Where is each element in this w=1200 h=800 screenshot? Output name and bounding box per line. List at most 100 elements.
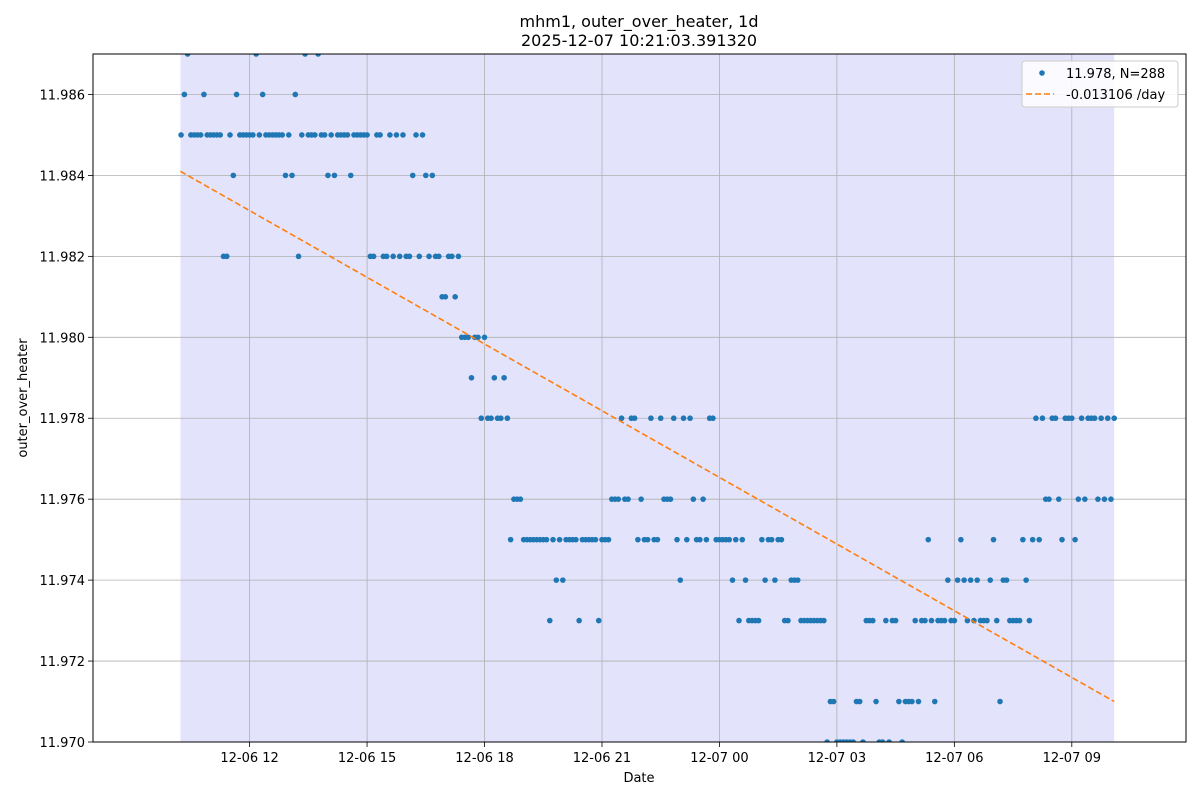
data-point (1055, 496, 1062, 502)
data-point (426, 253, 432, 260)
data-point (455, 253, 462, 260)
data-point (785, 617, 791, 624)
data-point (1039, 415, 1046, 422)
y-tick-label: 11.978 (40, 412, 86, 427)
data-point (1052, 415, 1059, 422)
data-point (703, 536, 710, 543)
data-point (1023, 577, 1029, 583)
data-point (592, 536, 599, 543)
y-tick-label: 11.986 (40, 88, 86, 103)
data-point (739, 536, 746, 543)
data-point (573, 536, 579, 543)
x-tick-label: 12-06 21 (573, 751, 631, 766)
data-point (1003, 577, 1010, 583)
data-point (729, 577, 736, 583)
data-point (517, 496, 524, 502)
data-point (491, 374, 498, 381)
data-point (1020, 536, 1026, 543)
data-point (292, 91, 299, 98)
y-tick-label: 11.984 (40, 169, 86, 184)
data-point (1095, 496, 1101, 502)
data-point (856, 698, 863, 705)
data-point (648, 415, 654, 422)
data-point (1091, 415, 1098, 422)
data-point (928, 617, 935, 624)
data-point (295, 253, 302, 260)
data-point (879, 739, 886, 742)
data-point (657, 415, 664, 422)
data-point (1033, 415, 1039, 422)
data-point (883, 617, 889, 624)
data-point (700, 496, 706, 502)
data-point (732, 536, 739, 543)
data-point (250, 132, 256, 138)
data-point (945, 577, 951, 583)
data-point (325, 172, 331, 179)
data-point (644, 536, 651, 543)
data-point (830, 698, 837, 705)
data-point (478, 415, 485, 422)
legend: 11.978, N=288 -0.013106 /day (1021, 60, 1179, 108)
data-point (869, 617, 876, 624)
data-point (253, 54, 259, 57)
data-point (377, 132, 383, 138)
x-axis-label: Date (623, 771, 654, 786)
data-point (181, 91, 188, 98)
data-point (625, 496, 631, 502)
data-point (546, 617, 553, 624)
data-point (690, 496, 697, 502)
data-point (285, 132, 292, 138)
data-point (886, 739, 892, 742)
data-point (638, 496, 644, 502)
data-point (954, 577, 961, 583)
data-point (772, 577, 778, 583)
data-point (364, 132, 370, 138)
data-point (993, 617, 1000, 624)
data-point (892, 617, 899, 624)
data-point (687, 415, 693, 422)
data-point (289, 172, 295, 179)
x-tick-label: 12-07 06 (925, 751, 983, 766)
data-point (256, 132, 263, 138)
data-point (223, 253, 230, 260)
data-point (1078, 415, 1085, 422)
data-point (387, 132, 393, 138)
data-point (912, 617, 918, 624)
data-point (909, 698, 915, 705)
chart-subtitle: 2025-12-07 10:21:03.391320 (521, 31, 757, 50)
data-point (315, 54, 321, 57)
shaded-span (180, 54, 1115, 742)
data-point (400, 132, 406, 138)
data-point (475, 334, 481, 341)
data-point (197, 132, 204, 138)
data-point (1026, 617, 1033, 624)
data-point (576, 617, 582, 624)
data-point (452, 294, 458, 300)
data-layer (178, 54, 1118, 742)
y-tick-label: 11.980 (40, 331, 86, 346)
data-point (1104, 415, 1111, 422)
data-point (406, 253, 413, 260)
data-point (961, 577, 967, 583)
x-tick-label: 12-06 12 (220, 751, 278, 766)
data-point (344, 132, 351, 138)
trend-line (180, 170, 1115, 703)
x-tick-label: 12-07 00 (690, 751, 748, 766)
data-point (967, 577, 974, 583)
y-tick-label: 11.970 (40, 736, 86, 751)
data-point (442, 294, 449, 300)
data-point (201, 91, 207, 98)
data-point (618, 415, 625, 422)
data-point (958, 536, 964, 543)
data-point (543, 536, 550, 543)
data-point (794, 577, 801, 583)
plot-frame (92, 53, 1187, 743)
y-tick-label: 11.976 (40, 493, 86, 508)
data-point (759, 536, 765, 543)
data-point (347, 172, 354, 179)
data-point (654, 536, 661, 543)
data-point (328, 132, 334, 138)
data-point (1108, 496, 1114, 502)
data-point (217, 132, 224, 138)
